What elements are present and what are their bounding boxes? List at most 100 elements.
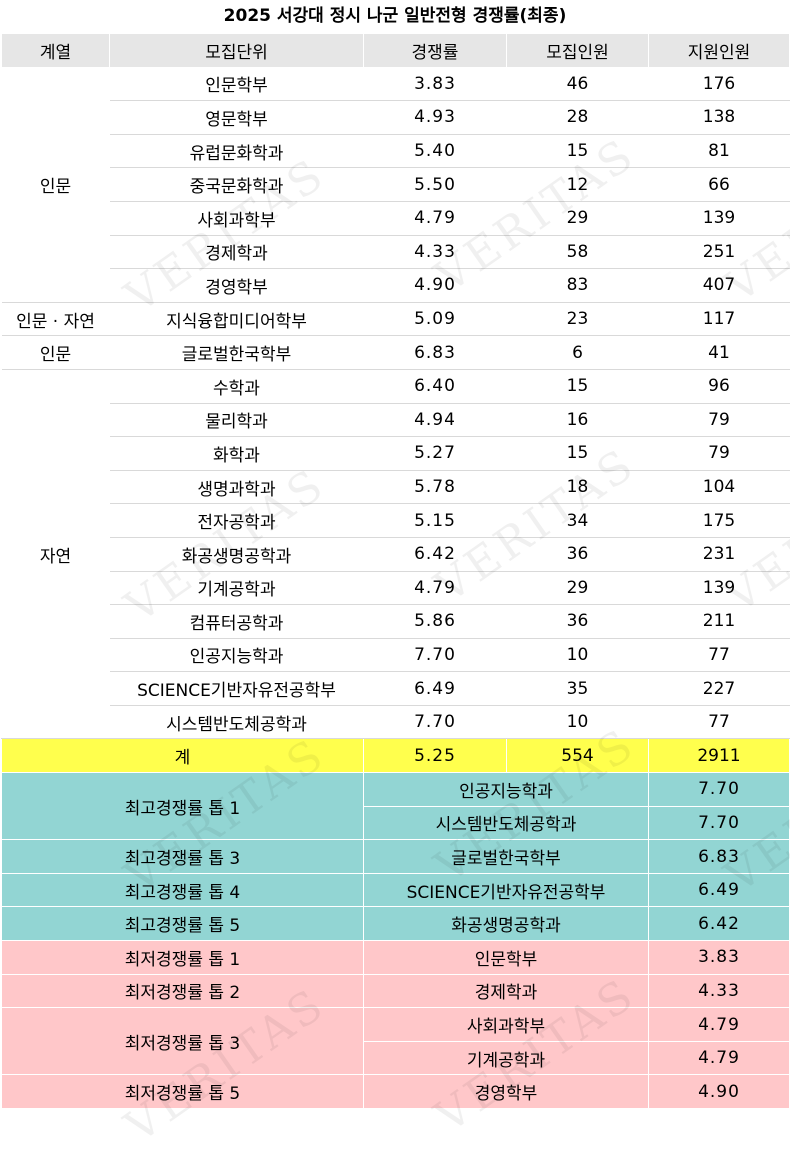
unit-cell: 영문학부	[109, 100, 364, 135]
table-row: 전자공학과 5.15 34 175	[2, 503, 790, 538]
rank-unit: 글로벌한국학부	[363, 839, 649, 874]
table-row: 경영학부 4.90 83 407	[2, 268, 790, 303]
table-row: 물리학과 4.94 16 79	[2, 403, 790, 438]
total-ratio: 5.25	[363, 738, 507, 774]
applicants-cell: 407	[648, 268, 790, 303]
rank-ratio: 4.79	[648, 1040, 790, 1076]
page-title: 2025 서강대 정시 나군 일반전형 경쟁률(최종)	[223, 6, 567, 26]
category-cell: 인문	[1, 335, 110, 370]
table-row: 경제학과 4.33 58 251	[2, 235, 790, 270]
applicants-cell: 79	[648, 403, 790, 438]
quota-cell: 18	[506, 470, 649, 505]
total-applicants: 2911	[648, 738, 790, 774]
quota-cell: 36	[506, 537, 649, 572]
top-rank-row: 최고경쟁률 톱 1 인공지능학과 7.70	[1, 772, 790, 841]
unit-cell: 지식융합미디어학부	[109, 302, 364, 337]
rank-unit: 시스템반도체공학과	[363, 805, 649, 841]
table-row: 화공생명공학과 6.42 36 231	[2, 537, 790, 572]
quota-cell: 6	[506, 335, 649, 370]
table-row: 인문 인문학부 3.83 46 176	[1, 67, 790, 303]
table-row: 유럽문화학과 5.40 15 81	[2, 134, 790, 169]
ratio-cell: 4.33	[363, 235, 507, 270]
header-row: 계열 모집단위 경쟁률 모집인원 지원인원	[1, 33, 790, 68]
rank-ratio: 7.70	[648, 805, 790, 841]
header-cell: 모집인원	[506, 33, 649, 68]
unit-cell: 중국문화학과	[109, 167, 364, 202]
table-row: 컴퓨터공학과 5.86 36 211	[2, 604, 790, 639]
table-row: 화학과 5.27 15 79	[2, 436, 790, 471]
ratio-cell: 5.40	[363, 134, 507, 169]
ratio-cell: 4.79	[363, 201, 507, 236]
rank-unit: 기계공학과	[363, 1040, 649, 1076]
ratio-cell: 5.78	[363, 470, 507, 505]
applicants-cell: 251	[648, 235, 790, 270]
quota-cell: 46	[506, 67, 649, 102]
quota-cell: 28	[506, 100, 649, 135]
unit-cell: 사회과학부	[109, 201, 364, 236]
ratio-cell: 4.90	[363, 268, 507, 303]
category-cell: 인문 · 자연	[1, 302, 110, 337]
applicants-cell: 227	[648, 671, 790, 706]
applicants-cell: 139	[648, 201, 790, 236]
unit-cell: 컴퓨터공학과	[109, 604, 364, 639]
unit-cell: 전자공학과	[109, 503, 364, 538]
rank-label: 최저경쟁률 톱 2	[1, 973, 364, 1009]
applicants-cell: 139	[648, 571, 790, 606]
table-row: 사회과학부 4.79 29 139	[2, 201, 790, 236]
unit-cell: 경영학부	[109, 268, 364, 303]
quota-cell: 36	[506, 604, 649, 639]
applicants-cell: 41	[648, 335, 790, 370]
applicants-cell: 79	[648, 436, 790, 471]
unit-cell: 인문학부	[109, 67, 364, 102]
header-cell: 모집단위	[109, 33, 364, 68]
category-cell: 인문	[1, 67, 110, 303]
ratio-cell: 6.42	[363, 537, 507, 572]
rank-ratio: 6.49	[648, 872, 790, 908]
ratio-cell: 7.70	[363, 705, 507, 740]
applicants-cell: 231	[648, 537, 790, 572]
applicants-cell: 175	[648, 503, 790, 538]
quota-cell: 34	[506, 503, 649, 538]
ratio-cell: 4.93	[363, 100, 507, 135]
ratio-cell: 3.83	[363, 67, 507, 102]
quota-cell: 10	[506, 638, 649, 673]
ratio-cell: 6.49	[363, 671, 507, 706]
quota-cell: 35	[506, 671, 649, 706]
quota-cell: 29	[506, 571, 649, 606]
ratio-cell: 5.09	[363, 302, 507, 337]
low-rank-row: 최저경쟁률 톱 1 인문학부 3.83	[1, 940, 790, 975]
header-cell: 계열	[1, 33, 110, 68]
applicants-cell: 66	[648, 167, 790, 202]
rank-label: 최고경쟁률 톱 5	[1, 906, 364, 942]
applicants-cell: 117	[648, 302, 790, 337]
table-row: SCIENCE기반자유전공학부 6.49 35 227	[2, 671, 790, 706]
rank-label: 최고경쟁률 톱 4	[1, 872, 364, 908]
table-row: 기계공학과 4.79 29 139	[2, 571, 790, 606]
total-label: 계	[1, 738, 364, 774]
competition-table: 계열 모집단위 경쟁률 모집인원 지원인원 인문 인문학부 3.83 46 176 영문학…	[1, 33, 790, 1109]
ratio-cell: 4.79	[363, 571, 507, 606]
rank-unit: 사회과학부	[363, 1007, 649, 1042]
top-rank-row: 최고경쟁률 톱 5 화공생명공학과 6.42	[1, 906, 790, 942]
total-quota: 554	[506, 738, 649, 774]
unit-cell: 시스템반도체공학과	[109, 705, 364, 740]
applicants-cell: 77	[648, 705, 790, 740]
rank-ratio: 4.33	[648, 973, 790, 1009]
ratio-cell: 5.15	[363, 503, 507, 538]
table-row: 시스템반도체공학과 7.70 10 77	[2, 705, 790, 740]
quota-cell: 15	[506, 134, 649, 169]
ratio-cell: 6.40	[363, 369, 507, 404]
ratio-cell: 5.50	[363, 167, 507, 202]
quota-cell: 23	[506, 302, 649, 337]
unit-cell: 유럽문화학과	[109, 134, 364, 169]
rank-ratio: 3.83	[648, 940, 790, 975]
table-row: 자연 수학과 6.40 15 96	[1, 369, 790, 740]
quota-cell: 15	[506, 436, 649, 471]
unit-cell: 경제학과	[109, 235, 364, 270]
unit-cell: 기계공학과	[109, 571, 364, 606]
rank-ratio: 6.42	[648, 906, 790, 942]
table-row: 인문 · 자연 지식융합미디어학부 5.09 23 117	[1, 302, 790, 337]
low-rank-row: 최저경쟁률 톱 2 경제학과 4.33	[1, 973, 790, 1009]
quota-cell: 83	[506, 268, 649, 303]
unit-cell: 화학과	[109, 436, 364, 471]
